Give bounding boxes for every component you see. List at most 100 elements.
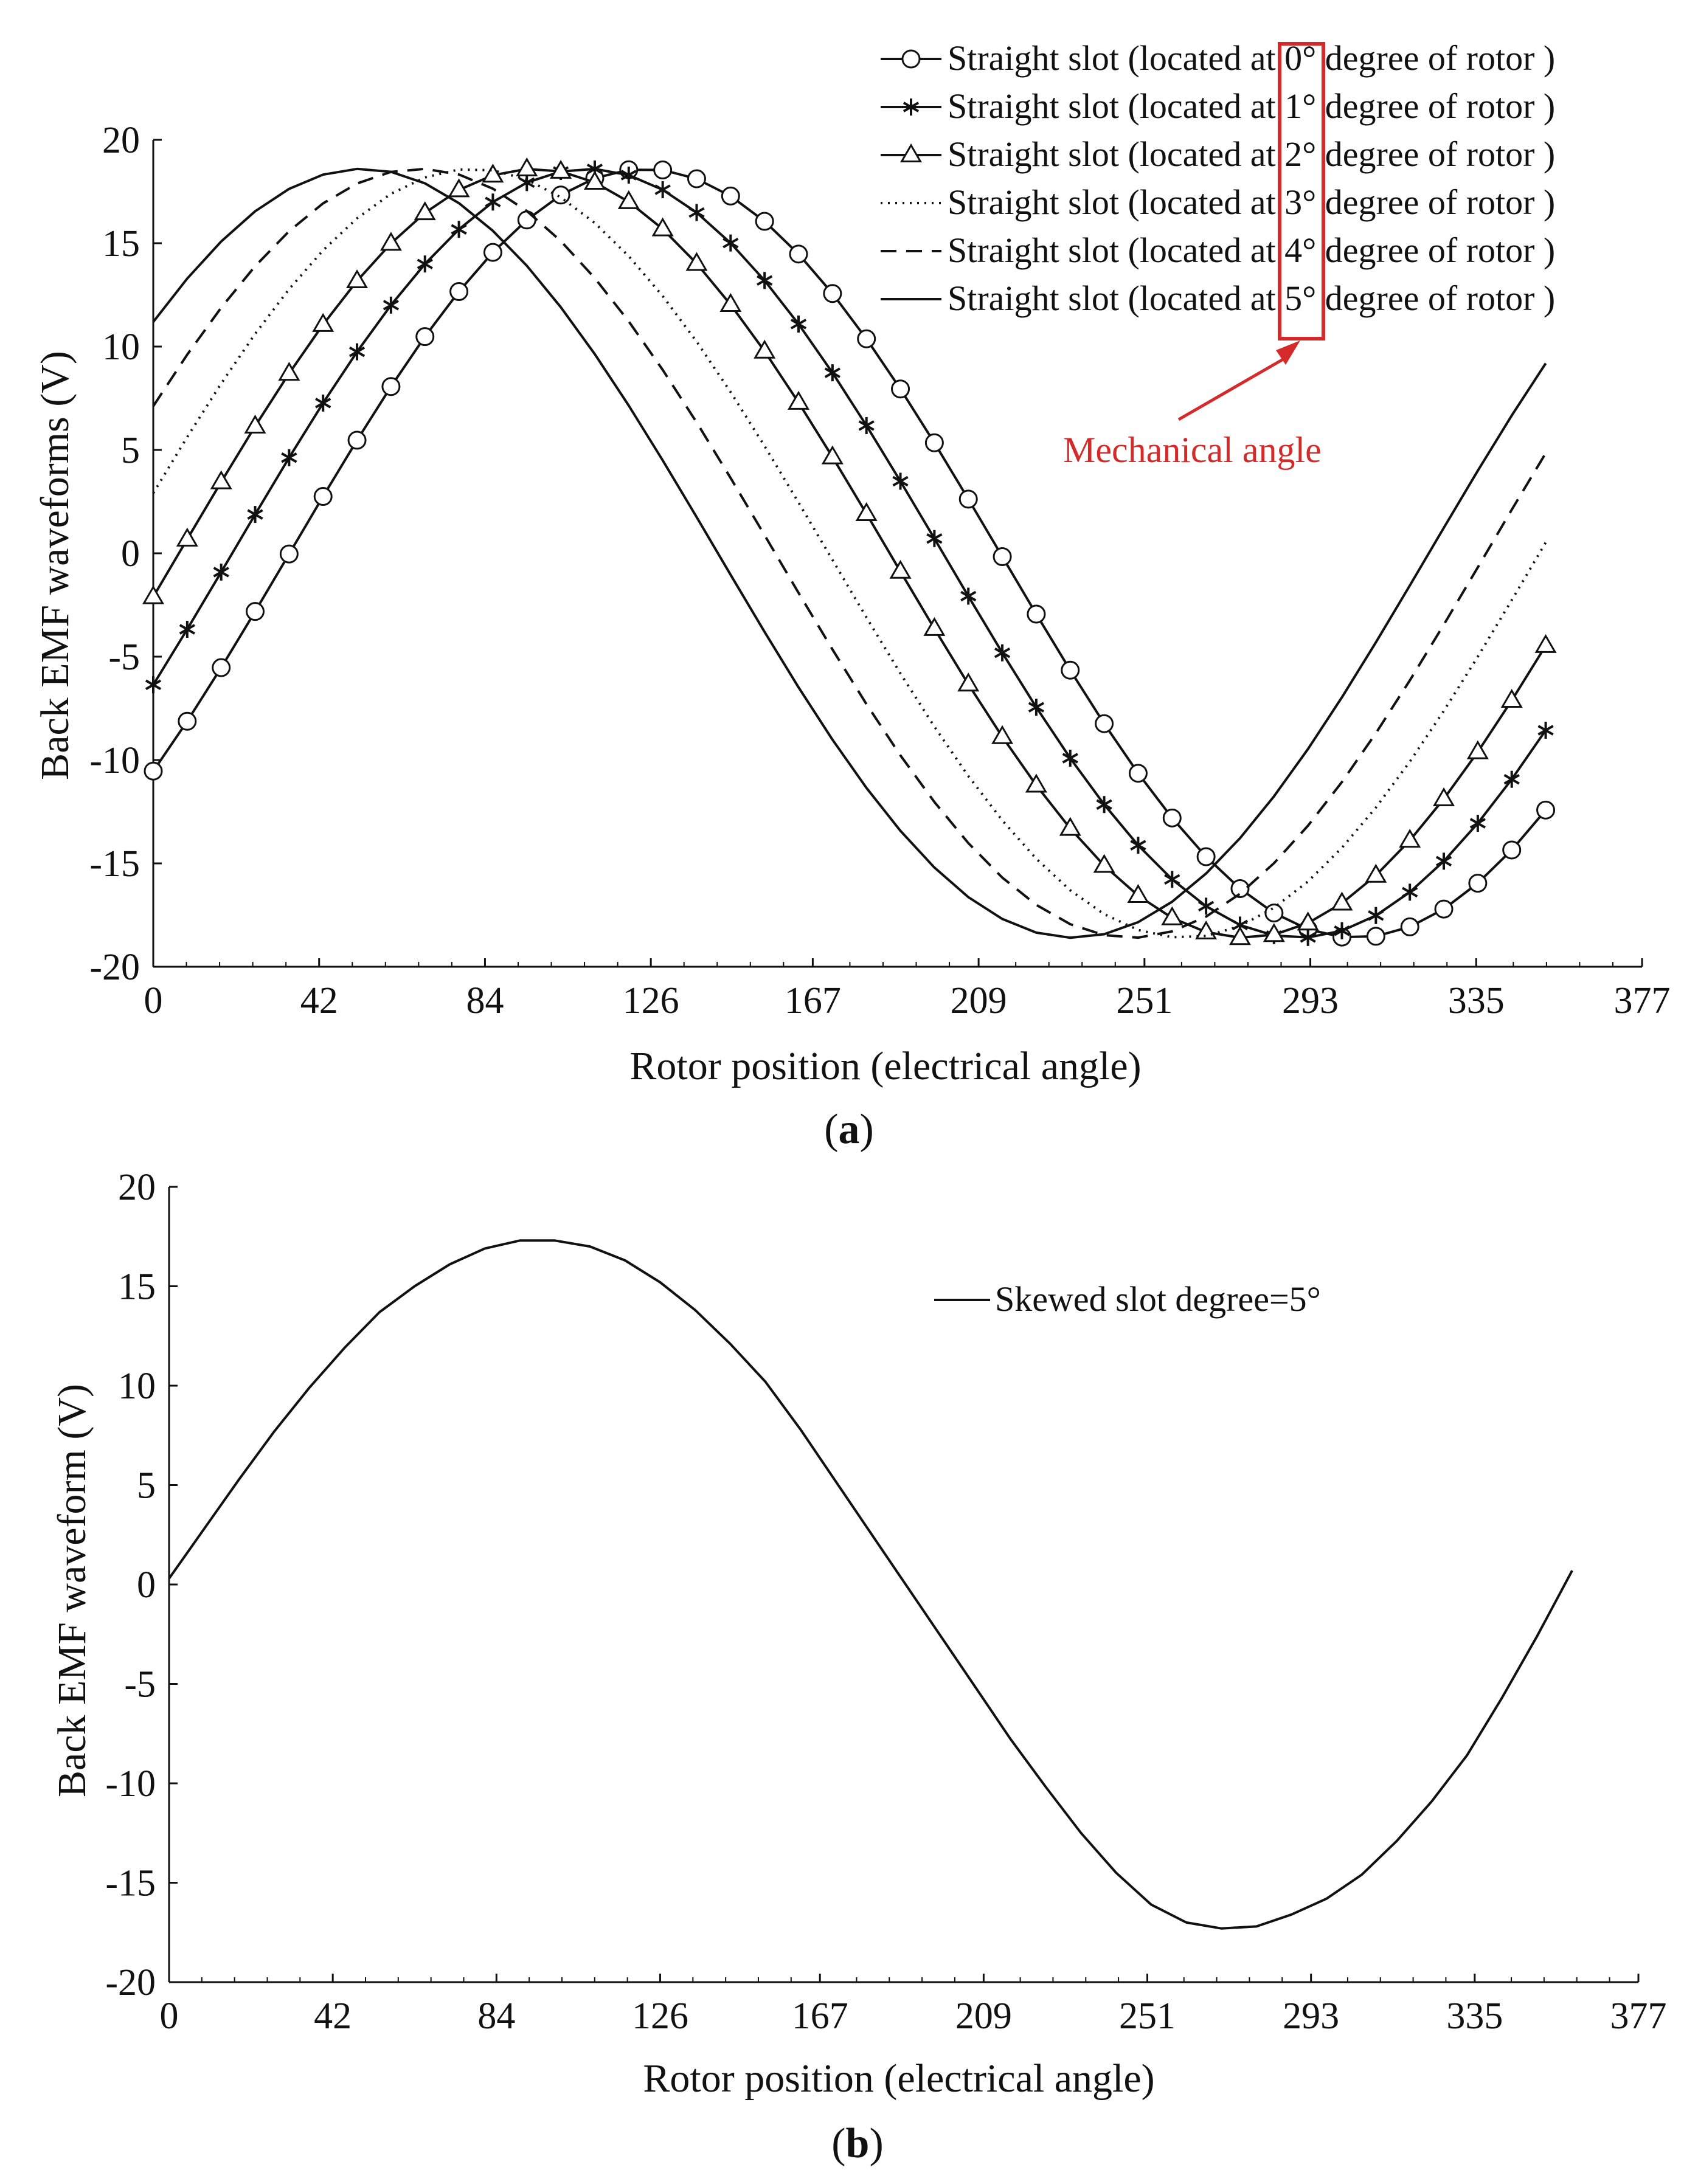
- series-marker-angle-1: [994, 644, 1011, 662]
- series-marker-angle-1: [1435, 852, 1452, 870]
- series-marker-angle-0: [1196, 847, 1216, 866]
- series-marker-angle-0: [1027, 604, 1046, 624]
- series-marker-angle-0: [823, 284, 842, 303]
- panel-b-y-tick-label: 0: [137, 1564, 156, 1606]
- series-marker-angle-2: [1500, 688, 1523, 708]
- series-marker-angle-1-stroke: [1062, 753, 1078, 764]
- legend-entry-prefix: Straight slot (located at: [948, 278, 1284, 318]
- series-marker-angle-2: [651, 217, 674, 237]
- series-marker-angle-1: [757, 272, 773, 289]
- panel-b-y-tick-label: 20: [118, 1167, 156, 1208]
- panel-b-x-tick-label: 84: [477, 1996, 515, 2037]
- annotation-arrow-line: [1177, 354, 1291, 421]
- series-marker-angle-2: [1161, 906, 1183, 925]
- series-marker-angle-1-stroke: [485, 196, 501, 208]
- series-marker-angle-0: [1434, 899, 1454, 919]
- panel-b-y-tick-label: 10: [118, 1366, 156, 1407]
- series-marker-angle-2: [1093, 854, 1115, 873]
- series-marker-angle-1: [417, 255, 433, 273]
- series-line-angle-4: [152, 167, 1547, 939]
- series-marker-angle-1-stroke: [960, 590, 977, 602]
- legend-marker-angle-0: [901, 49, 921, 69]
- panel-a-x-tick-label: 0: [144, 980, 163, 1021]
- series-marker-angle-1: [348, 343, 366, 361]
- series-marker-angle-1: [620, 166, 637, 184]
- legend-entry-angle-0: Straight slot (located at 0° degree of r…: [948, 38, 1555, 78]
- series-marker-angle-0: [381, 377, 401, 396]
- annotation-arrow-head: [1276, 340, 1300, 365]
- series-marker-angle-1-stroke: [586, 164, 603, 175]
- series-marker-angle-1: [485, 193, 501, 211]
- series-marker-angle-2: [142, 585, 165, 604]
- panel-a-y-tick-label: -10: [89, 740, 140, 781]
- series-marker-angle-2: [1228, 926, 1251, 945]
- series-marker-angle-2: [788, 390, 810, 410]
- panel-a-series: [142, 157, 1557, 947]
- series-marker-angle-0: [1230, 879, 1250, 898]
- series-marker-angle-1-stroke: [994, 647, 1011, 658]
- panel-b-y-tick-label: 5: [137, 1465, 156, 1507]
- legend-entry-angle: 2°: [1284, 134, 1316, 174]
- series-marker-angle-0: [279, 544, 299, 564]
- annotation-label: Mechanical angle: [1063, 430, 1322, 470]
- series-marker-angle-1: [790, 315, 807, 333]
- panel-b-x-tick-label: 377: [1610, 1996, 1667, 2037]
- panel-b-y-tick-label: -20: [105, 1962, 156, 2003]
- series-marker-angle-2: [1331, 891, 1353, 911]
- series-marker-angle-1-stroke: [824, 367, 840, 378]
- series-marker-angle-1-stroke: [348, 346, 366, 358]
- series-marker-angle-1: [926, 530, 943, 547]
- series-marker-angle-1-stroke: [1435, 855, 1452, 867]
- panel-a-x-tick-label: 293: [1282, 980, 1339, 1021]
- series-marker-angle-0: [1400, 917, 1419, 936]
- panel-a-x-tick-label: 42: [300, 980, 338, 1021]
- series-angle-2: [142, 157, 1557, 945]
- series-marker-angle-1: [1130, 837, 1146, 854]
- series-marker-angle-1-stroke: [926, 533, 943, 544]
- panel-b-x-tick-label: 42: [314, 1996, 352, 2037]
- panel-a-y-tick-label: -20: [89, 947, 140, 988]
- series-marker-angle-1: [281, 449, 297, 466]
- series-marker-angle-1-stroke: [723, 237, 739, 249]
- series-marker-angle-0: [993, 547, 1012, 567]
- panel-b-x-tick-label: 0: [160, 1996, 179, 2037]
- series-marker-angle-2: [448, 178, 470, 198]
- series-marker-angle-2: [176, 527, 198, 547]
- panel-b-x-axis-title: Rotor position (electrical angle): [643, 2056, 1154, 2101]
- series-marker-angle-2: [889, 559, 912, 579]
- chart-panel-b: -20 -15 -10 -5 0 5 10 15 20 0 42 84 126 167 209 251 293 3…: [50, 1167, 1667, 2167]
- legend-entry-prefix: Straight slot (located at: [948, 38, 1284, 78]
- panel-b-series: [168, 1239, 1573, 1930]
- series-marker-angle-2: [923, 617, 946, 636]
- series-marker-angle-1-stroke: [281, 452, 297, 463]
- panel-a-y-tick-label: -5: [108, 637, 140, 678]
- series-marker-angle-1-stroke: [1402, 886, 1418, 898]
- series-marker-angle-1: [145, 676, 162, 694]
- series-marker-angle-1-stroke: [790, 319, 807, 330]
- panel-a-y-tick-label: -15: [89, 843, 140, 885]
- series-marker-angle-1: [1334, 922, 1350, 939]
- series-marker-angle-2: [379, 232, 402, 251]
- series-marker-angle-1: [892, 472, 909, 490]
- series-line-angle-1: [152, 167, 1547, 939]
- legend-entry-suffix: degree of rotor ): [1316, 38, 1555, 78]
- chart-panel-a: -20 -15 -10 -5 0 5 10 15 20 0 42 84 126 167 209 251 293 3…: [33, 38, 1671, 1153]
- panel-a-tick-labels: -20 -15 -10 -5 0 5 10 15 20 0 42 84 126 167 209 251 293 3…: [89, 120, 1670, 1021]
- panel-b-x-tick-label: 293: [1283, 1996, 1339, 2037]
- series-marker-angle-2: [1534, 634, 1557, 653]
- series-marker-angle-1: [1368, 907, 1384, 924]
- series-marker-angle-1-stroke: [892, 475, 909, 487]
- legend-entry-skewed-slot-degree-5: Skewed slot degree=5°: [995, 1279, 1321, 1319]
- series-marker-angle-1: [723, 234, 739, 252]
- series-marker-angle-1-stroke: [620, 170, 637, 181]
- series-marker-angle-0: [347, 430, 367, 450]
- series-line-skewed-slot-degree-5: [168, 1239, 1573, 1930]
- series-marker-angle-1: [824, 364, 840, 382]
- panel-b-y-tick-label: -5: [124, 1664, 156, 1705]
- legend-marker-angle-2: [899, 143, 923, 162]
- series-marker-angle-1: [315, 394, 331, 412]
- series-marker-angle-1-stroke: [1469, 818, 1486, 829]
- series-marker-angle-0: [1095, 714, 1114, 733]
- legend-entry-prefix: Straight slot (located at: [948, 182, 1284, 222]
- panel-a-label-open: (: [824, 1106, 838, 1153]
